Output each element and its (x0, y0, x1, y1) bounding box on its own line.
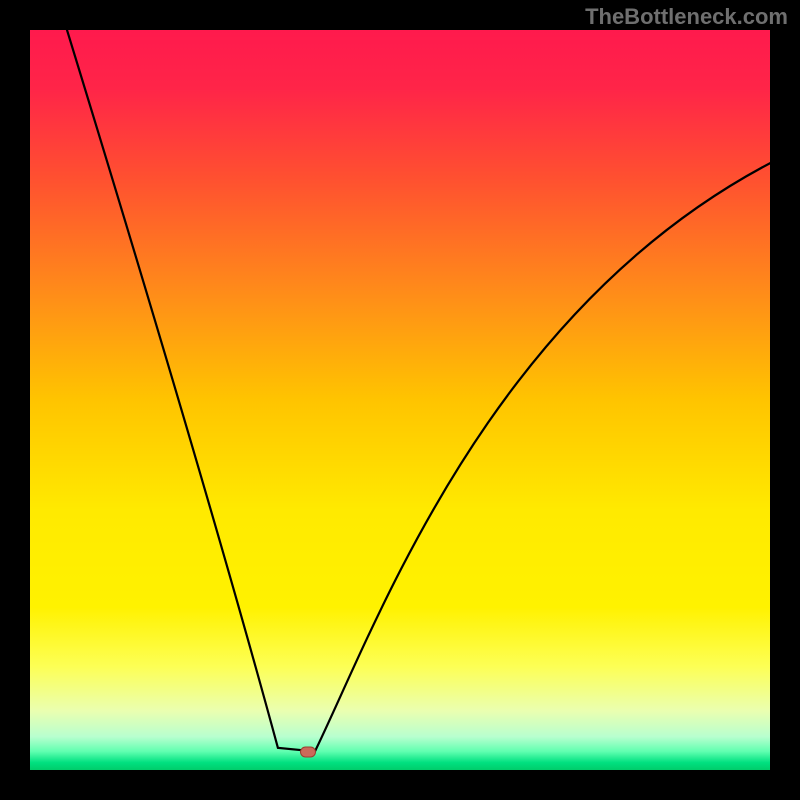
chart-plot-area (30, 30, 770, 770)
bottleneck-curve (30, 30, 770, 770)
optimal-point-marker (300, 746, 316, 757)
watermark-text: TheBottleneck.com (585, 4, 788, 30)
